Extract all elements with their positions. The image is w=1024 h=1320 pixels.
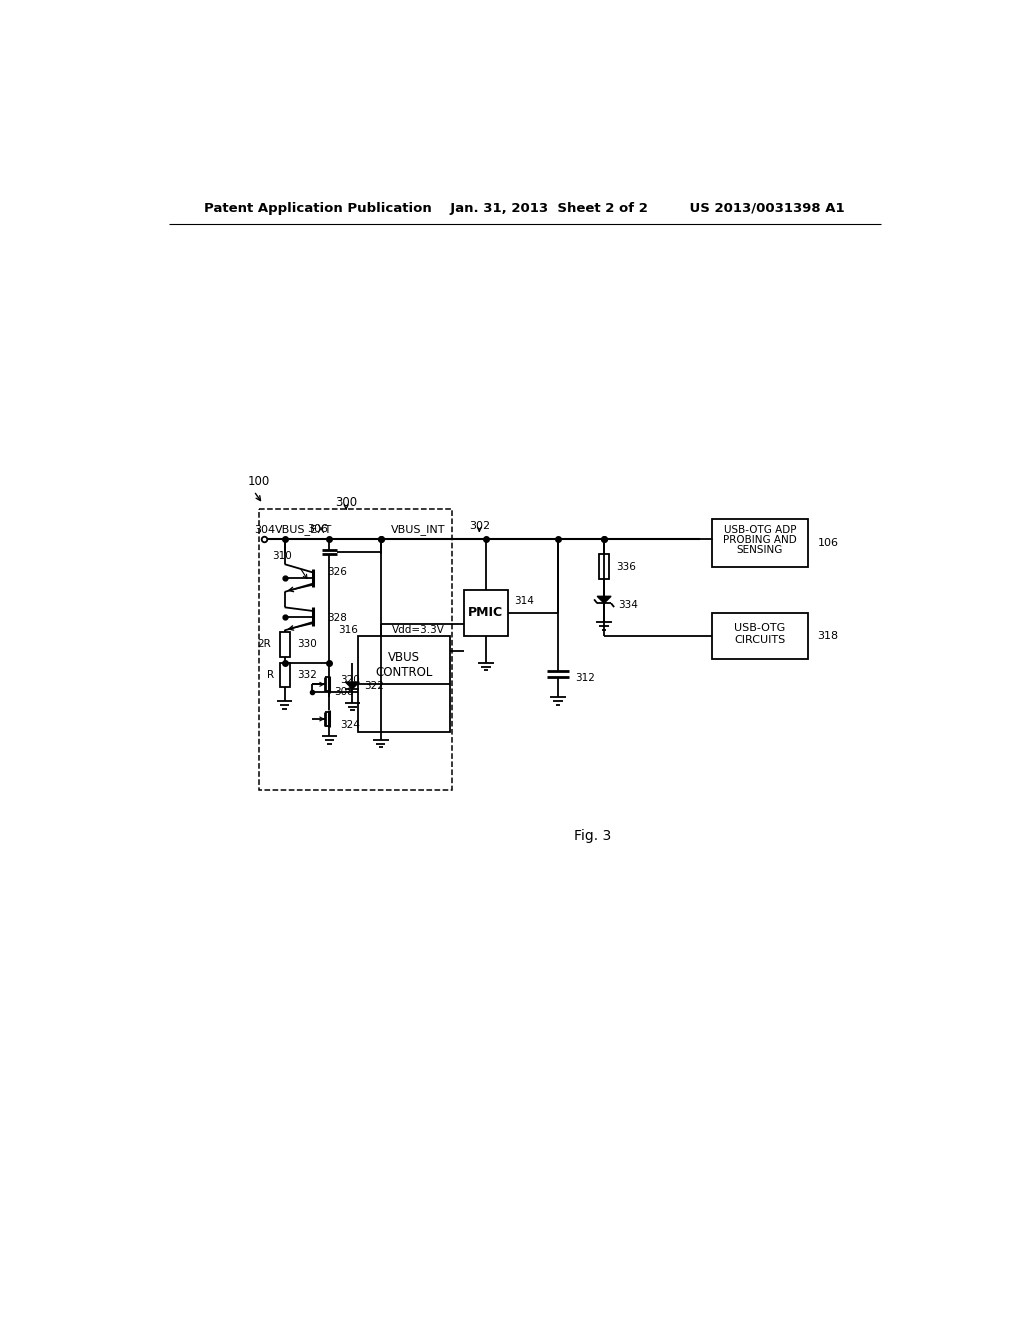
Text: 312: 312 [574,673,595,684]
Text: 328: 328 [327,612,347,623]
Text: SENSING: SENSING [737,545,783,556]
Text: 306: 306 [307,524,328,533]
Text: USB-OTG ADP: USB-OTG ADP [724,525,797,536]
Text: 2R: 2R [258,639,271,649]
Text: 316: 316 [338,624,357,635]
Bar [712,519,808,566]
Text: 106: 106 [817,537,839,548]
Text: 302: 302 [469,520,489,531]
Polygon shape [597,597,611,603]
Text: 330: 330 [297,639,316,649]
Text: R: R [267,671,274,680]
Text: 334: 334 [617,601,638,610]
Text: PMIC: PMIC [468,606,504,619]
Bar [357,636,451,733]
Text: 332: 332 [297,671,316,680]
Text: 314: 314 [514,597,534,606]
Polygon shape [345,682,359,689]
Text: 308: 308 [334,686,354,697]
Text: USB-OTG: USB-OTG [734,623,785,634]
Text: VBUS_EXT: VBUS_EXT [275,524,333,535]
Bar [712,612,808,659]
Text: 336: 336 [616,561,636,572]
Bar [599,554,609,578]
Text: PROBING AND: PROBING AND [723,536,797,545]
Text: 324: 324 [340,721,359,730]
Text: 322: 322 [365,681,385,690]
Text: 326: 326 [327,566,347,577]
Text: 300: 300 [335,496,357,510]
Text: CIRCUITS: CIRCUITS [734,635,785,644]
Text: 320: 320 [340,676,359,685]
Bar [280,632,290,656]
Bar [259,508,453,789]
Text: Patent Application Publication    Jan. 31, 2013  Sheet 2 of 2         US 2013/00: Patent Application Publication Jan. 31, … [205,202,845,215]
Text: Vdd=3.3V: Vdd=3.3V [392,624,445,635]
Text: VBUS: VBUS [388,651,420,664]
Text: 310: 310 [271,552,292,561]
Text: Fig. 3: Fig. 3 [573,829,611,843]
Text: 100: 100 [248,475,270,488]
Bar [280,663,290,688]
Text: 318: 318 [817,631,839,640]
Bar [464,590,508,636]
Text: VBUS_INT: VBUS_INT [391,524,445,535]
Text: 304: 304 [254,525,274,536]
Text: CONTROL: CONTROL [375,667,432,680]
